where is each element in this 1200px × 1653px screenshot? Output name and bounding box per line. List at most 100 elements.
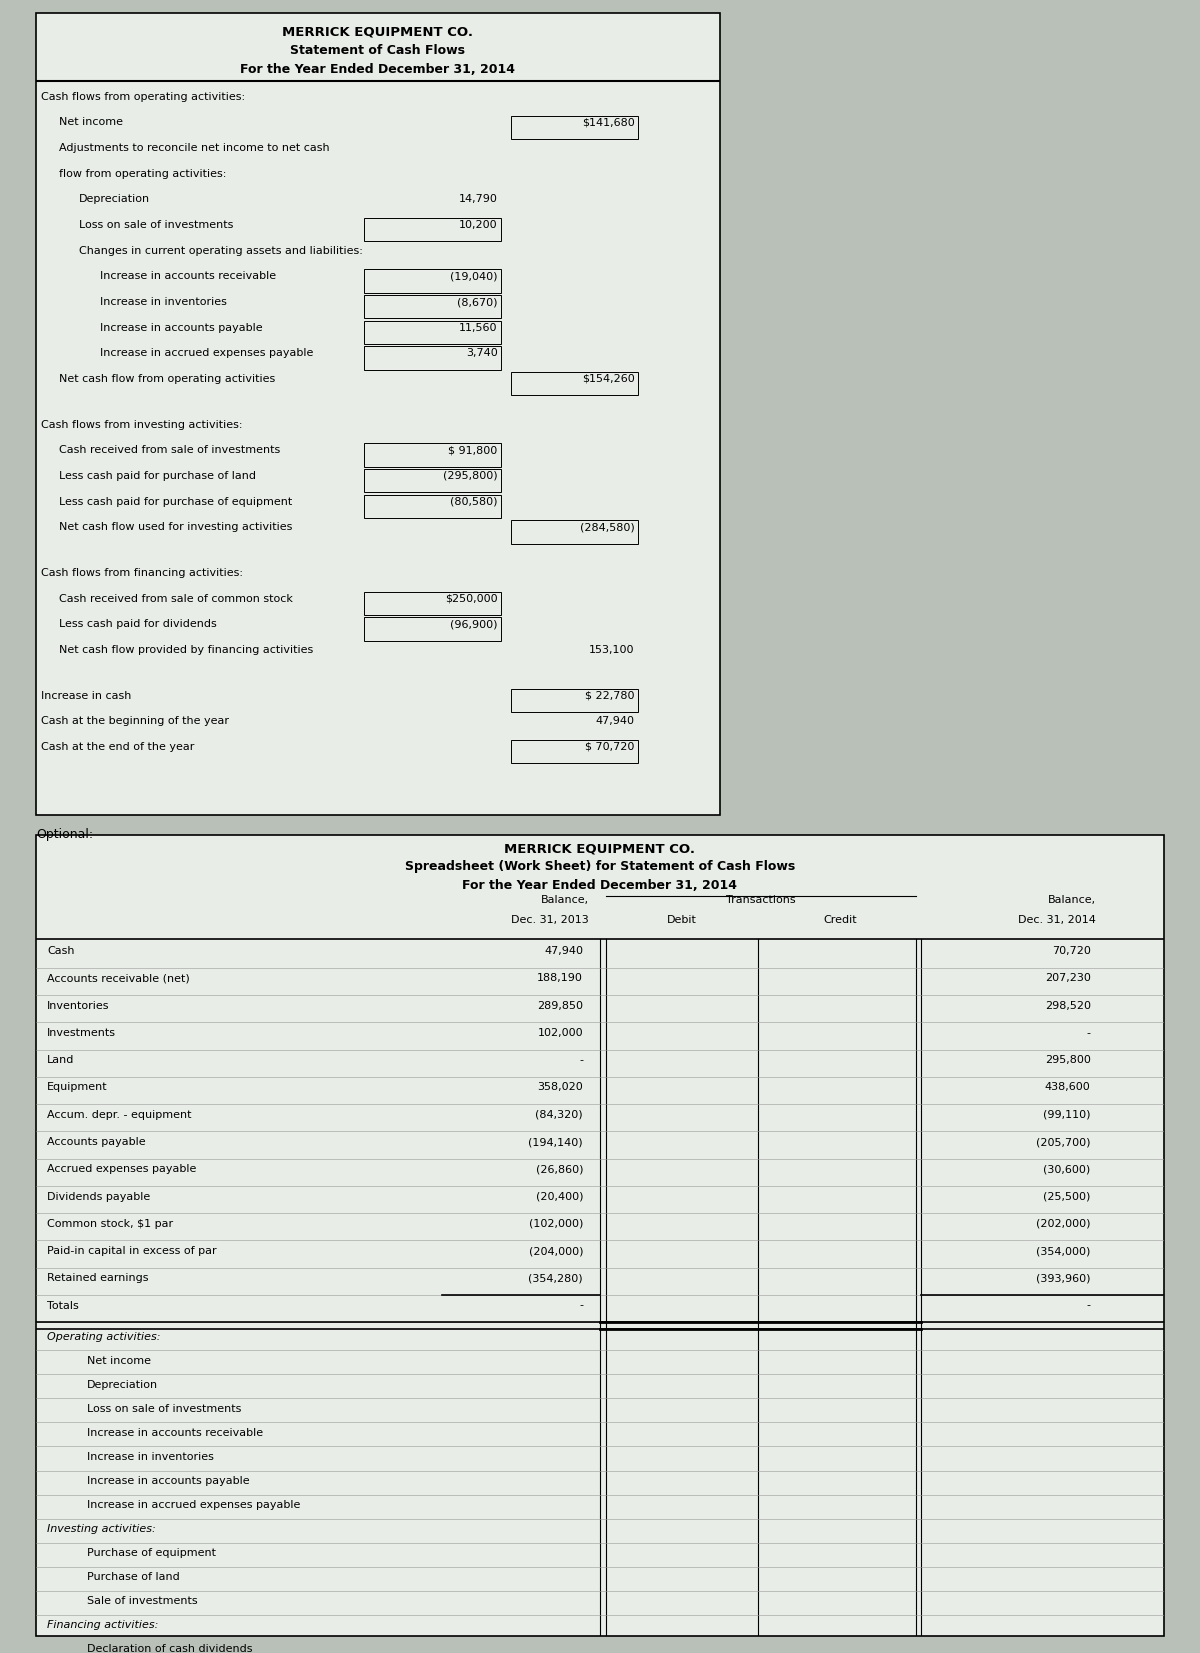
Text: Cash: Cash [47, 946, 74, 955]
Text: For the Year Ended December 31, 2014: For the Year Ended December 31, 2014 [240, 63, 516, 76]
Text: (204,000): (204,000) [528, 1246, 583, 1256]
Text: -: - [1087, 1301, 1091, 1311]
Text: Totals: Totals [47, 1301, 79, 1311]
Text: (295,800): (295,800) [443, 471, 498, 481]
Text: (102,000): (102,000) [529, 1218, 583, 1228]
Text: (20,400): (20,400) [535, 1192, 583, 1202]
Text: Less cash paid for purchase of land: Less cash paid for purchase of land [59, 471, 256, 481]
Text: Balance,: Balance, [1048, 894, 1097, 904]
Text: Increase in accounts receivable: Increase in accounts receivable [86, 1428, 263, 1438]
Text: Accounts receivable (net): Accounts receivable (net) [47, 974, 190, 984]
Text: $ 70,720: $ 70,720 [586, 742, 635, 752]
Text: Dec. 31, 2014: Dec. 31, 2014 [1019, 914, 1097, 926]
Text: -: - [580, 1301, 583, 1311]
Text: $ 22,780: $ 22,780 [586, 691, 635, 701]
Bar [365, 218, 502, 241]
Text: Depreciation: Depreciation [79, 195, 150, 205]
Text: Land: Land [47, 1055, 74, 1065]
Text: Cash at the beginning of the year: Cash at the beginning of the year [42, 716, 229, 726]
Text: -: - [580, 1055, 583, 1065]
Text: 10,200: 10,200 [460, 220, 498, 230]
Text: Dividends payable: Dividends payable [47, 1192, 150, 1202]
Text: Dec. 31, 2013: Dec. 31, 2013 [511, 914, 589, 926]
Text: Spreadsheet (Work Sheet) for Statement of Cash Flows: Spreadsheet (Work Sheet) for Statement o… [404, 861, 796, 873]
Bar [365, 269, 502, 293]
Text: Net cash flow used for investing activities: Net cash flow used for investing activit… [59, 522, 292, 532]
Text: (354,000): (354,000) [1037, 1246, 1091, 1256]
Text: Cash flows from operating activities:: Cash flows from operating activities: [42, 93, 246, 102]
Text: Cash at the end of the year: Cash at the end of the year [42, 742, 194, 752]
Text: Investing activities:: Investing activities: [47, 1524, 156, 1534]
Bar [511, 521, 638, 544]
Text: Accum. depr. - equipment: Accum. depr. - equipment [47, 1109, 192, 1119]
Text: Retained earnings: Retained earnings [47, 1273, 149, 1283]
Text: Credit: Credit [823, 914, 857, 926]
Text: Optional:: Optional: [36, 828, 94, 841]
Text: 298,520: 298,520 [1045, 1000, 1091, 1010]
Text: Adjustments to reconcile net income to net cash: Adjustments to reconcile net income to n… [59, 144, 329, 154]
Text: Cash received from sale of investments: Cash received from sale of investments [59, 445, 280, 455]
Text: $154,260: $154,260 [582, 374, 635, 383]
Bar [365, 443, 502, 466]
Text: MERRICK EQUIPMENT CO.: MERRICK EQUIPMENT CO. [282, 25, 474, 38]
Text: (8,670): (8,670) [457, 298, 498, 307]
Text: 188,190: 188,190 [538, 974, 583, 984]
Text: (284,580): (284,580) [580, 522, 635, 532]
Text: MERRICK EQUIPMENT CO.: MERRICK EQUIPMENT CO. [504, 843, 696, 856]
Bar [365, 469, 502, 493]
Text: (194,140): (194,140) [528, 1137, 583, 1147]
Text: Increase in accounts receivable: Increase in accounts receivable [100, 271, 276, 281]
Text: 358,020: 358,020 [538, 1083, 583, 1093]
Text: (30,600): (30,600) [1044, 1164, 1091, 1174]
Text: $141,680: $141,680 [582, 117, 635, 127]
Text: 102,000: 102,000 [538, 1028, 583, 1038]
Text: Purchase of equipment: Purchase of equipment [86, 1549, 216, 1559]
Text: Net income: Net income [86, 1355, 151, 1365]
Bar [511, 372, 638, 395]
Text: Equipment: Equipment [47, 1083, 108, 1093]
Text: Paid-in capital in excess of par: Paid-in capital in excess of par [47, 1246, 217, 1256]
Text: Accounts payable: Accounts payable [47, 1137, 146, 1147]
Bar [365, 592, 502, 615]
Text: (205,700): (205,700) [1036, 1137, 1091, 1147]
Text: (96,900): (96,900) [450, 620, 498, 630]
Bar [365, 321, 502, 344]
Text: Cash received from sale of common stock: Cash received from sale of common stock [59, 593, 293, 603]
Text: 47,940: 47,940 [595, 716, 635, 726]
Text: 14,790: 14,790 [458, 195, 498, 205]
Bar [365, 296, 502, 319]
Text: Changes in current operating assets and liabilities:: Changes in current operating assets and … [79, 246, 362, 256]
Text: -: - [1087, 1028, 1091, 1038]
Text: Transactions: Transactions [726, 894, 796, 904]
Text: Accrued expenses payable: Accrued expenses payable [47, 1164, 197, 1174]
Text: Balance,: Balance, [540, 894, 589, 904]
Text: Increase in accounts payable: Increase in accounts payable [86, 1476, 250, 1486]
Text: Increase in inventories: Increase in inventories [100, 298, 227, 307]
Bar [511, 116, 638, 139]
Text: Net cash flow from operating activities: Net cash flow from operating activities [59, 374, 275, 383]
Text: Increase in accrued expenses payable: Increase in accrued expenses payable [100, 349, 313, 359]
Bar [511, 741, 638, 764]
Text: Operating activities:: Operating activities: [47, 1332, 161, 1342]
Text: (202,000): (202,000) [1036, 1218, 1091, 1228]
Bar [365, 618, 502, 640]
Bar [365, 347, 502, 370]
Text: Depreciation: Depreciation [86, 1380, 158, 1390]
Text: (25,500): (25,500) [1043, 1192, 1091, 1202]
Text: flow from operating activities:: flow from operating activities: [59, 169, 226, 179]
Text: 289,850: 289,850 [538, 1000, 583, 1010]
Text: (84,320): (84,320) [535, 1109, 583, 1119]
Text: Increase in accounts payable: Increase in accounts payable [100, 322, 263, 332]
Text: Net income: Net income [59, 117, 122, 127]
Text: (19,040): (19,040) [450, 271, 498, 281]
Text: Cash flows from financing activities:: Cash flows from financing activities: [42, 569, 244, 579]
Text: (393,960): (393,960) [1036, 1273, 1091, 1283]
Text: Purchase of land: Purchase of land [86, 1572, 180, 1582]
Text: $ 91,800: $ 91,800 [449, 445, 498, 455]
Text: Statement of Cash Flows: Statement of Cash Flows [290, 43, 466, 56]
Text: Sale of investments: Sale of investments [86, 1597, 197, 1607]
Text: 70,720: 70,720 [1052, 946, 1091, 955]
Text: Loss on sale of investments: Loss on sale of investments [86, 1403, 241, 1413]
Text: 11,560: 11,560 [460, 322, 498, 332]
Text: For the Year Ended December 31, 2014: For the Year Ended December 31, 2014 [462, 879, 738, 893]
